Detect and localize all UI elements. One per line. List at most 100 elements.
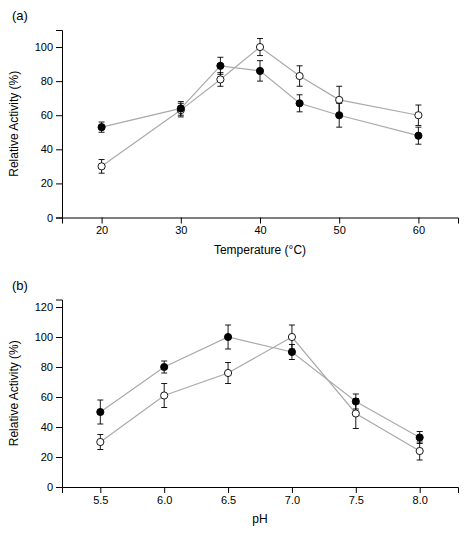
x-axis: 20 30 40 50 60: [63, 218, 459, 237]
error-bar: [99, 160, 105, 174]
tick: 7.5: [349, 487, 364, 506]
error-bar: [417, 432, 423, 444]
point: [161, 392, 168, 399]
error-bar: [353, 399, 359, 429]
tick: 40: [41, 421, 62, 433]
tick: 100: [35, 41, 62, 53]
error-bar: [336, 103, 342, 127]
error-bar: [297, 66, 303, 86]
error-bar: [161, 361, 167, 373]
error-bar: [257, 39, 263, 56]
point: [336, 112, 343, 119]
point: [288, 348, 295, 355]
x-axis-title: pH: [252, 512, 267, 526]
tick-mark: [56, 115, 62, 116]
panel: 20 30 40 50 600 20 40 60 80 100 Temperature (°C) Re…: [7, 8, 459, 257]
point: [296, 72, 303, 79]
point: [97, 438, 104, 445]
tick: 40: [41, 143, 62, 155]
tick-mark: [100, 487, 101, 493]
point: [288, 333, 295, 340]
point: [98, 163, 105, 170]
tick-label: 6.5: [221, 494, 236, 506]
tick-label: 50: [334, 224, 346, 236]
point: [352, 398, 359, 405]
axis-line: [63, 218, 459, 224]
tick: 40: [254, 218, 266, 237]
plot-area: [97, 325, 424, 460]
tick-label: 40: [41, 421, 53, 433]
chart: 20 30 40 50 60 0 20 40 60 80 100 Temperature (°C) Re…: [0, 0, 474, 535]
point: [416, 434, 423, 441]
tick: 80: [41, 75, 62, 87]
axis-line: [56, 31, 63, 219]
tick-mark: [56, 397, 62, 398]
tick: 30: [175, 218, 187, 237]
point: [161, 363, 168, 370]
error-bar: [289, 345, 295, 360]
tick-label: 7.5: [349, 494, 364, 506]
y-axis-title: Relative Activity (%): [7, 340, 21, 446]
error-bar: [97, 400, 103, 424]
tick: 5.5: [93, 487, 108, 506]
tick-mark: [420, 487, 421, 493]
tick-mark: [228, 487, 229, 493]
tick-mark: [56, 149, 62, 150]
error-bar: [415, 105, 421, 125]
axis-line: [56, 300, 63, 488]
tick: 6.0: [157, 487, 172, 506]
error-bar: [161, 384, 167, 408]
tick: 20: [96, 218, 108, 237]
error-bar: [225, 363, 231, 384]
line: [100, 337, 419, 451]
tick-label: 80: [41, 361, 53, 373]
error-bar: [217, 57, 223, 74]
tick: 100: [35, 331, 62, 343]
y-axis-title: Relative Activity (%): [7, 71, 21, 177]
x-axis: 5.5 6.0 6.5 7.0 7.5 8.0: [63, 487, 459, 506]
x-axis-title: Temperature (°C): [214, 243, 306, 257]
tick-label: 60: [41, 109, 53, 121]
tick-label: 5.5: [93, 494, 108, 506]
tick-mark: [339, 218, 340, 224]
tick: 8.0: [413, 487, 428, 506]
tick-label: 6.0: [157, 494, 172, 506]
point: [336, 96, 343, 103]
line: [100, 337, 419, 438]
tick: 60: [41, 391, 62, 403]
tick: 6.5: [221, 487, 236, 506]
tick-label: 20: [41, 451, 53, 463]
panel-label: (a): [12, 8, 28, 23]
tick-mark: [56, 307, 62, 308]
y-axis: 0 20 40 60 80 100 120: [35, 300, 63, 493]
error-bar: [97, 435, 103, 450]
tick: 120: [35, 301, 62, 313]
tick-mark: [181, 218, 182, 224]
tick-mark: [292, 487, 293, 493]
tick: 7.0: [285, 487, 300, 506]
tick-mark: [356, 487, 357, 493]
tick-label: 100: [35, 331, 53, 343]
tick-label: 40: [41, 143, 53, 155]
tick-label: 7.0: [285, 494, 300, 506]
point: [217, 76, 224, 83]
point: [415, 112, 422, 119]
point: [416, 447, 423, 454]
tick-label: 80: [41, 75, 53, 87]
point: [256, 43, 263, 50]
error-bar: [297, 95, 303, 112]
tick-mark: [56, 81, 62, 82]
tick-mark: [418, 218, 419, 224]
error-bar: [225, 325, 231, 349]
tick: 20: [41, 451, 62, 463]
tick-label: 60: [413, 224, 425, 236]
point: [97, 408, 104, 415]
tick-mark: [102, 218, 103, 224]
tick: 0: [47, 481, 62, 493]
tick: 0: [47, 212, 62, 224]
error-bar: [257, 61, 263, 81]
tick-label: 20: [96, 224, 108, 236]
error-bar: [178, 102, 184, 116]
axis-line: [63, 488, 459, 494]
tick-mark: [164, 487, 165, 493]
